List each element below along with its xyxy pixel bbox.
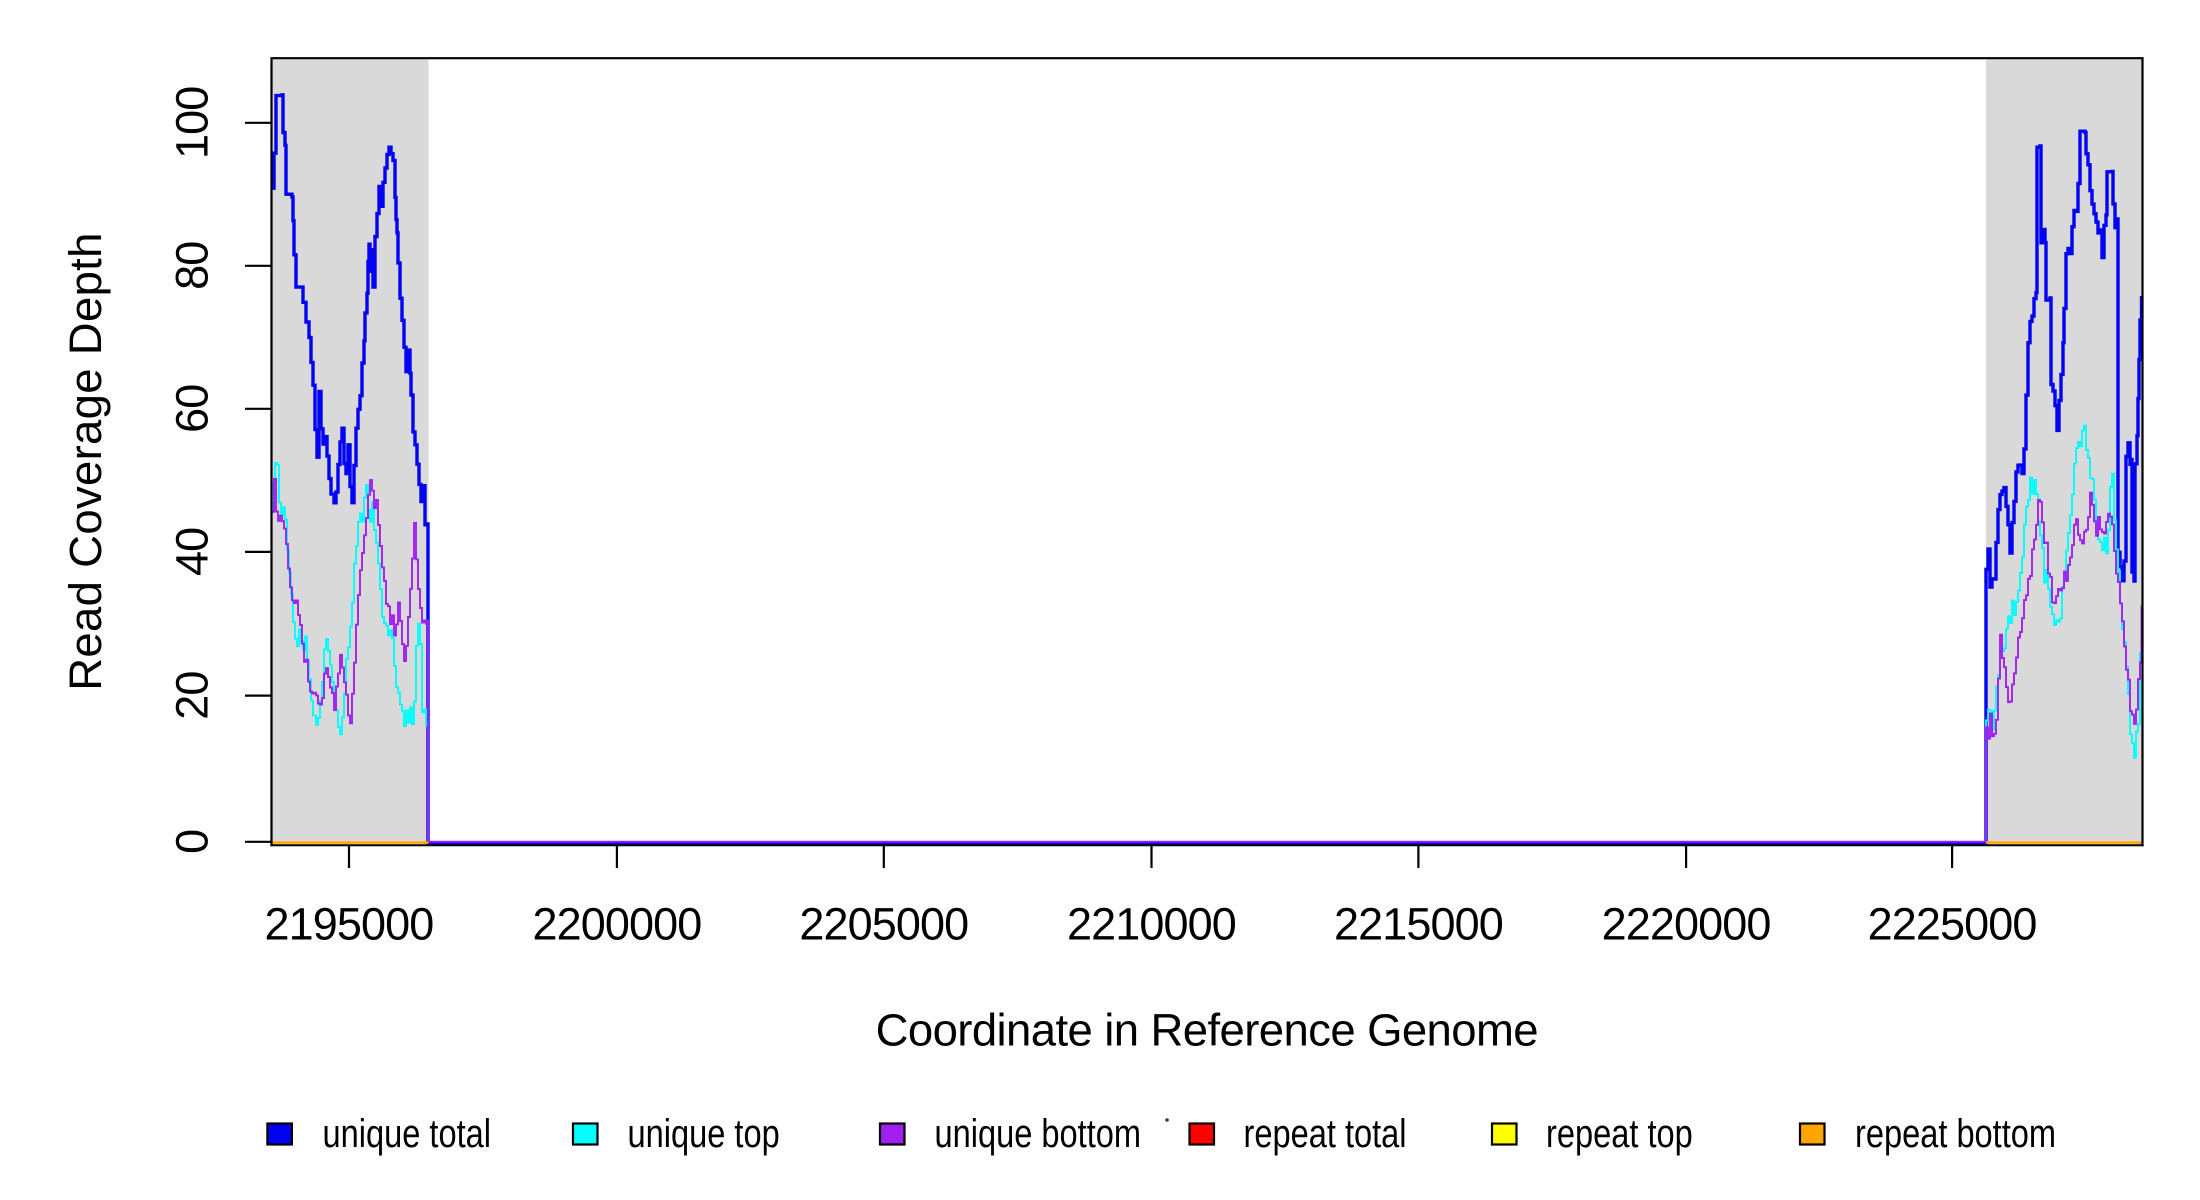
- svg-text:100: 100: [167, 87, 218, 159]
- svg-text:2225000: 2225000: [1868, 899, 2037, 950]
- svg-text:unique total: unique total: [323, 1111, 491, 1156]
- svg-text:20: 20: [167, 671, 218, 719]
- svg-text:repeat bottom: repeat bottom: [1855, 1111, 2056, 1156]
- svg-text:repeat total: repeat total: [1244, 1111, 1407, 1156]
- svg-text:repeat top: repeat top: [1546, 1111, 1693, 1156]
- svg-text:Read Coverage Depth: Read Coverage Depth: [60, 232, 111, 690]
- svg-text:2210000: 2210000: [1067, 899, 1236, 950]
- svg-text:40: 40: [167, 528, 218, 576]
- svg-text:unique top: unique top: [628, 1111, 780, 1156]
- svg-text:2195000: 2195000: [265, 899, 434, 950]
- svg-text:2205000: 2205000: [799, 899, 968, 950]
- svg-text:Coordinate in Reference Genome: Coordinate in Reference Genome: [876, 1005, 1538, 1056]
- svg-text:60: 60: [167, 385, 218, 433]
- svg-text:2200000: 2200000: [532, 899, 701, 950]
- svg-text:2215000: 2215000: [1334, 899, 1503, 950]
- svg-text:2220000: 2220000: [1602, 899, 1771, 950]
- svg-text:unique bottom: unique bottom: [935, 1111, 1142, 1156]
- svg-text:0: 0: [167, 830, 218, 854]
- svg-text:80: 80: [167, 242, 218, 290]
